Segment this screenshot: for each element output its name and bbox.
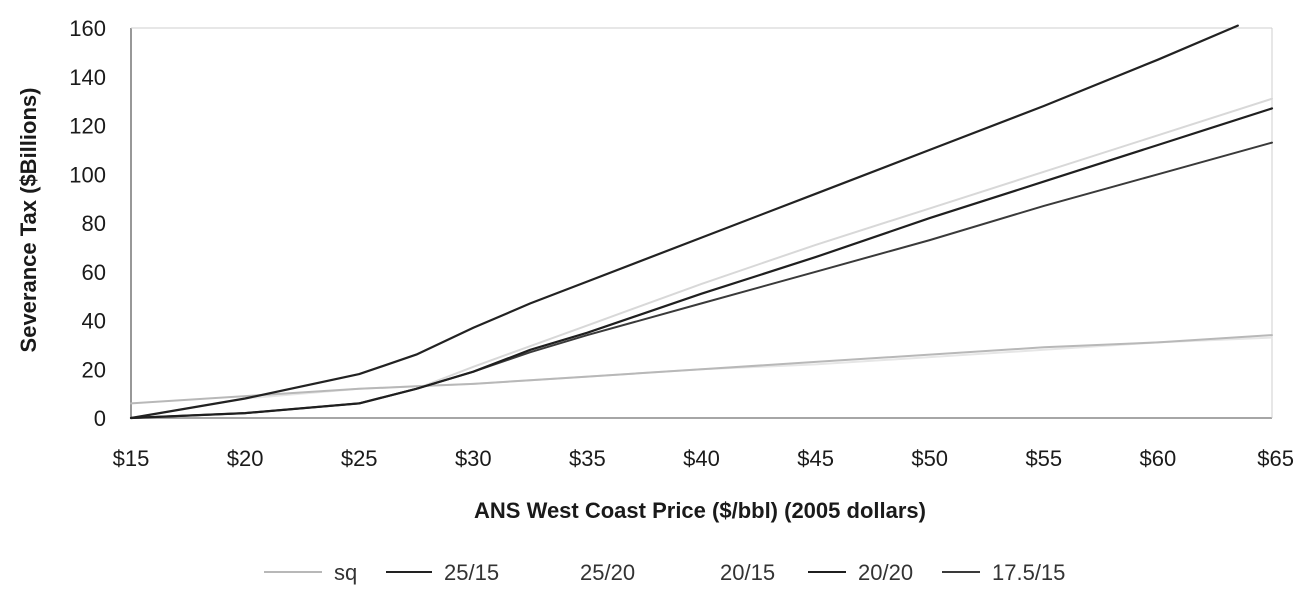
legend-label: 17.5/15 [992, 560, 1065, 585]
x-tick-label: $35 [569, 446, 606, 471]
x-tick-label: $45 [797, 446, 834, 471]
x-axis-title: ANS West Coast Price ($/bbl) (2005 dolla… [474, 498, 926, 523]
y-tick-label: 60 [82, 260, 106, 285]
legend-item: 20/15 [720, 560, 775, 585]
x-tick-label: $25 [341, 446, 378, 471]
legend-item: 25/15 [386, 560, 499, 585]
series-line-20-20 [129, 107, 1274, 420]
x-tick-label: $15 [113, 446, 150, 471]
y-axis-title: Severance Tax ($Billions) [16, 88, 41, 353]
y-tick-label: 120 [69, 114, 106, 139]
legend-item: 25/20 [580, 560, 635, 585]
series-line-17-5-15 [130, 141, 1273, 419]
legend: sq 25/15 25/20 20/15 20/20 17.5/15 [264, 560, 1065, 585]
y-tick-label: 160 [69, 16, 106, 41]
legend-label: 25/20 [580, 560, 635, 585]
y-axis-ticks: 0 20 40 60 80 100 120 140 160 [69, 16, 106, 431]
y-tick-label: 80 [82, 211, 106, 236]
legend-label: 25/15 [444, 560, 499, 585]
series-line-sq [130, 334, 1273, 405]
y-tick-label: 20 [82, 357, 106, 382]
y-tick-label: 40 [82, 309, 106, 334]
plot-area [130, 27, 1273, 419]
x-tick-label: $60 [1140, 446, 1177, 471]
x-axis-ticks: $15 $20 $25 $30 $35 $40 $45 $50 $55 $60 $65 [113, 446, 1294, 471]
legend-label: 20/20 [858, 560, 913, 585]
legend-item: 17.5/15 [942, 560, 1065, 585]
series-lines [129, 24, 1274, 420]
y-tick-label: 100 [69, 162, 106, 187]
x-tick-label: $65 [1257, 446, 1294, 471]
series-line-25-15 [129, 24, 1239, 420]
legend-label: 20/15 [720, 560, 775, 585]
x-tick-label: $30 [455, 446, 492, 471]
x-tick-label: $40 [683, 446, 720, 471]
x-tick-label: $55 [1025, 446, 1062, 471]
legend-item: 20/20 [808, 560, 913, 585]
x-tick-label: $20 [227, 446, 264, 471]
y-tick-label: 0 [94, 406, 106, 431]
legend-label: sq [334, 560, 357, 585]
x-tick-label: $50 [911, 446, 948, 471]
series-line-20-15 [130, 336, 1273, 419]
legend-item: sq [264, 560, 357, 585]
y-tick-label: 140 [69, 65, 106, 90]
